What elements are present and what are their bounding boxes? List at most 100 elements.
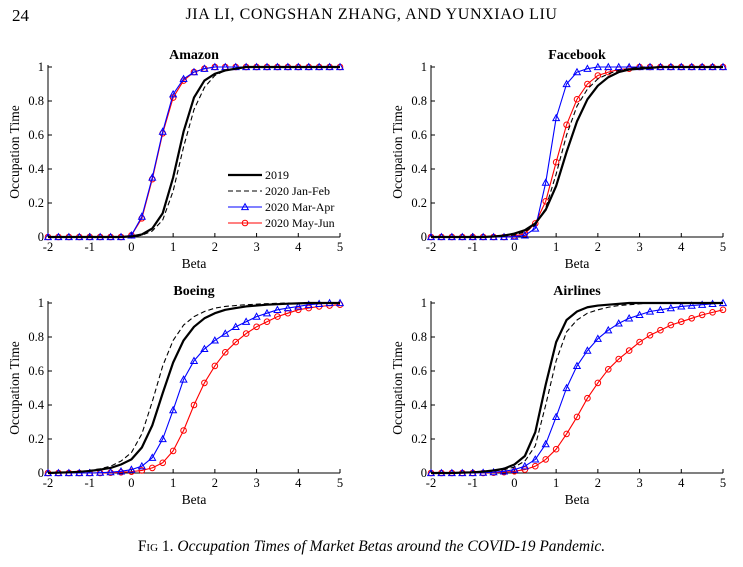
chart-panel-airlines: 0 0.2 0.4 0.6 0.8 1 -2 -1 0 1 2 3 4 5 Airlines Beta Occu… <box>390 284 728 507</box>
x-tick-label: 5 <box>337 240 343 254</box>
series-point-marapr <box>614 319 623 327</box>
x-tick-label: 1 <box>553 476 559 490</box>
y-tick-label: 0.4 <box>411 398 427 412</box>
y-axis-label: Occupation Time <box>390 105 405 198</box>
x-tick-label: -2 <box>426 476 436 490</box>
series-point-marapr <box>189 67 199 76</box>
series-point-mayjun <box>148 464 156 472</box>
series-point-mayjun <box>688 315 696 322</box>
series-point-marapr <box>510 465 519 473</box>
series-line-y2019 <box>47 301 340 475</box>
series-point-marapr <box>614 62 623 71</box>
page-number: 24 <box>12 6 29 25</box>
series-point-marapr <box>137 212 147 220</box>
series-point-mayjun <box>138 467 146 474</box>
running-title: JIA LI, CONGSHAN ZHANG, AND YUNXIAO LIU <box>185 6 558 23</box>
series-point-mayjun <box>305 304 313 312</box>
series-point-marapr <box>666 303 676 312</box>
series-point-marapr <box>221 329 230 337</box>
x-tick-label: 0 <box>511 240 517 254</box>
series-point-marapr <box>604 325 613 334</box>
series-point-marapr <box>531 455 540 463</box>
series-point-mayjun <box>521 466 529 473</box>
series-point-mayjun <box>242 330 250 337</box>
series-point-mayjun <box>190 401 198 409</box>
series-point-marapr <box>262 308 272 317</box>
series-point-marapr <box>593 62 603 71</box>
series-point-mayjun <box>667 321 675 329</box>
series-point-marapr <box>200 64 209 72</box>
series-line-marapr <box>431 66 723 238</box>
y-tick-label: 0 <box>38 230 44 244</box>
series-point-marapr <box>116 466 126 475</box>
series-point-marapr <box>189 356 199 364</box>
y-tick-label: 0.2 <box>28 196 44 210</box>
y-tick-label: 0.6 <box>28 364 44 378</box>
x-tick-label: -2 <box>43 240 53 254</box>
series-point-marapr <box>531 224 540 232</box>
x-tick-label: 1 <box>170 240 176 254</box>
chart-title: Boeing <box>173 284 214 299</box>
series-point-mayjun <box>563 121 570 129</box>
series-point-mayjun <box>698 311 706 319</box>
series-point-mayjun <box>294 306 302 314</box>
chart-title: Amazon <box>169 48 219 63</box>
series-point-marapr <box>489 467 498 476</box>
x-tick-label: 2 <box>595 476 601 490</box>
x-tick-label: 3 <box>636 476 642 490</box>
series-point-marapr <box>304 300 313 308</box>
x-tick-label: 0 <box>511 476 517 490</box>
x-tick-label: 2 <box>212 240 218 254</box>
series-point-mayjun <box>719 306 727 314</box>
series-point-mayjun <box>594 379 602 387</box>
series-point-mayjun <box>615 355 623 363</box>
series-point-marapr <box>179 375 188 383</box>
series-point-marapr <box>572 67 582 76</box>
y-tick-label: 0.6 <box>411 128 427 142</box>
figure-panels: 0 0.2 0.4 0.6 0.8 1 -2 -1 0 1 2 3 4 5 Amazon Beta Occupa… <box>7 48 728 507</box>
series-point-mayjun <box>221 349 229 356</box>
series-point-marapr <box>127 465 136 473</box>
series-point-marapr <box>541 178 550 186</box>
series-point-marapr <box>520 230 530 239</box>
series-point-mayjun <box>552 445 560 453</box>
series-point-mayjun <box>584 80 591 88</box>
x-tick-label: 0 <box>128 240 134 254</box>
series-point-marapr <box>499 466 509 475</box>
y-tick-label: 0.8 <box>411 94 427 108</box>
series-point-marapr <box>697 300 707 308</box>
y-tick-label: 0.2 <box>411 196 427 210</box>
series-point-marapr <box>85 468 94 477</box>
series-line-marapr <box>48 302 340 474</box>
series-point-marapr <box>677 302 686 310</box>
series-point-marapr <box>635 310 644 319</box>
series-point-mayjun <box>573 413 581 421</box>
x-tick-label: 1 <box>553 240 559 254</box>
series-point-marapr <box>158 127 167 135</box>
page-header: 24 JIA LI, CONGSHAN ZHANG, AND YUNXIAO L… <box>0 6 743 28</box>
x-tick-label: -1 <box>468 476 478 490</box>
series-line-y2019 <box>431 65 723 239</box>
series-point-marapr <box>106 467 115 476</box>
series-line-mayjun <box>431 66 723 238</box>
series-point-mayjun <box>211 362 219 370</box>
x-tick-label: -1 <box>85 476 95 490</box>
series-point-mayjun <box>625 347 633 354</box>
legend: 2019 2020 Jan-Feb 2020 Mar-Apr 2020 May-Jun <box>228 168 335 230</box>
y-tick-label: 0.6 <box>411 364 427 378</box>
x-tick-label: 5 <box>337 476 343 490</box>
series-point-marapr <box>231 322 240 330</box>
x-tick-label: 3 <box>253 240 259 254</box>
series-line-mayjun <box>431 309 724 474</box>
y-axis-label: Occupation Time <box>7 341 22 434</box>
series-point-mayjun <box>636 338 643 346</box>
series-point-marapr <box>148 453 157 461</box>
y-tick-label: 0 <box>38 466 44 480</box>
chart-panel-amazon: 0 0.2 0.4 0.6 0.8 1 -2 -1 0 1 2 3 4 5 Amazon Beta Occupa… <box>7 48 345 271</box>
series-point-marapr <box>127 230 136 239</box>
series-point-marapr <box>95 468 105 476</box>
series-point-mayjun <box>584 394 591 402</box>
x-tick-label: 3 <box>253 476 259 490</box>
series-point-mayjun <box>552 158 560 166</box>
y-tick-label: 0.4 <box>411 162 427 176</box>
